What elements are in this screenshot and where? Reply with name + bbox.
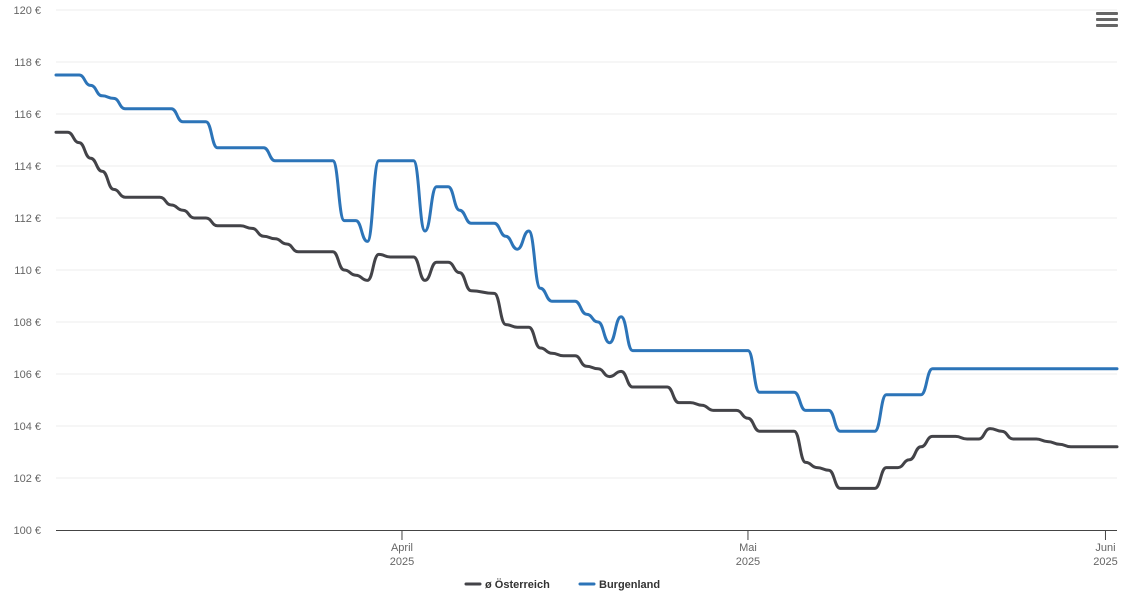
series-lines — [54, 73, 1119, 490]
y-tick-label: 104 € — [13, 421, 41, 433]
legend[interactable]: ø Österreich Burgenland — [464, 578, 660, 591]
y-tick-label: 110 € — [14, 265, 41, 277]
series-line-1[interactable] — [54, 73, 1119, 433]
y-axis-labels: 100 € 102 € 104 € 106 € 108 € 110 € 112 € 114 €… — [13, 5, 41, 537]
series-line-0[interactable] — [54, 130, 1119, 490]
x-tick-year: 2025 — [736, 556, 760, 568]
y-tick-label: 112 € — [14, 213, 41, 225]
y-tick-label: 118 € — [14, 57, 41, 69]
y-tick-label: 106 € — [13, 369, 41, 381]
legend-label: Burgenland — [599, 579, 660, 591]
y-tick-label: 108 € — [13, 317, 41, 329]
legend-item-0[interactable]: ø Österreich — [464, 578, 550, 591]
grid-lines — [56, 9, 1117, 479]
y-tick-label: 102 € — [13, 473, 41, 485]
x-tick-month: April — [391, 542, 413, 554]
y-tick-label: 120 € — [13, 5, 41, 17]
x-tick-month: Juni — [1095, 542, 1115, 554]
legend-label: ø Österreich — [485, 578, 550, 591]
legend-item-1[interactable]: Burgenland — [578, 579, 660, 591]
hamburger-menu-icon[interactable] — [1096, 12, 1118, 32]
y-tick-label: 116 € — [14, 109, 41, 121]
x-tick-month: Mai — [739, 542, 757, 554]
x-axis-ticks: April 2025 Mai 2025 Juni 2025 — [390, 530, 1118, 568]
x-tick-year: 2025 — [1093, 556, 1117, 568]
y-tick-label: 100 € — [13, 525, 41, 537]
x-tick-year: 2025 — [390, 556, 414, 568]
y-tick-label: 114 € — [14, 161, 41, 173]
